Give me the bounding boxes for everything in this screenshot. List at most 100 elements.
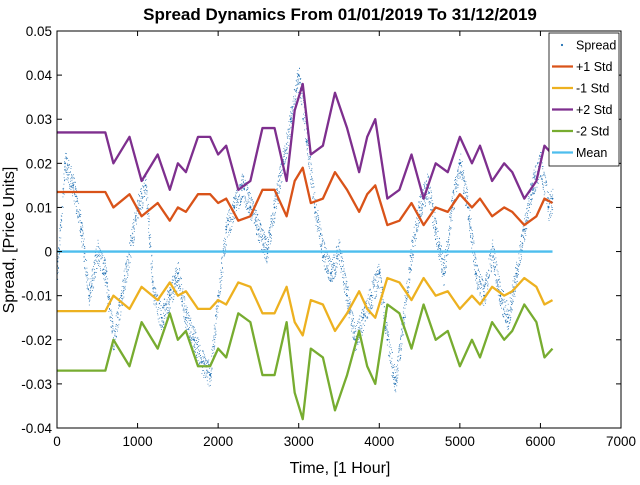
spread-dot (371, 306, 373, 308)
spread-dot (254, 209, 256, 211)
spread-dot (279, 185, 281, 187)
spread-dot (423, 184, 425, 185)
spread-dot (226, 225, 228, 227)
spread-dot (279, 186, 281, 188)
spread-dot (218, 301, 220, 303)
spread-dot (101, 269, 103, 271)
spread-dot (422, 189, 424, 191)
spread-dot (390, 362, 392, 364)
spread-dot (185, 309, 187, 311)
spread-dot (190, 340, 192, 342)
spread-dot (151, 265, 153, 267)
spread-dot (386, 330, 388, 332)
spread-dot (187, 317, 189, 319)
spread-dot (468, 216, 470, 218)
spread-dot (311, 171, 313, 173)
spread-dot (81, 241, 82, 243)
spread-dot (83, 261, 85, 262)
y-tick-label: -0.04 (21, 421, 52, 436)
spread-dot (233, 197, 235, 198)
spread-dot (269, 227, 271, 229)
spread-dot (449, 232, 450, 234)
spread-dot (281, 170, 283, 172)
spread-dot (257, 224, 258, 226)
spread-dot (496, 264, 497, 266)
spread-dot (194, 347, 196, 349)
spread-dot (258, 233, 260, 235)
spread-dot (228, 234, 230, 236)
spread-point (362, 316, 365, 319)
spread-dot (215, 308, 217, 310)
spread-dot (422, 203, 424, 205)
spread-dot (532, 192, 534, 194)
spread-dot (226, 217, 228, 219)
spread-dot (180, 278, 182, 279)
spread-dot (354, 337, 356, 339)
spread-dot (313, 193, 315, 195)
spread-dot (501, 297, 503, 299)
spread-dot (87, 288, 89, 289)
spread-dot (343, 277, 345, 279)
spread-dot (399, 347, 401, 349)
spread-dot (128, 262, 130, 264)
spread-dot (320, 233, 322, 234)
spread-dot (80, 232, 82, 234)
spread-dot (428, 176, 430, 178)
spread-dot (104, 266, 106, 268)
spread-dot (268, 230, 270, 232)
spread-dot (512, 302, 513, 304)
spread-dot (314, 202, 315, 204)
spread-dot (506, 308, 508, 310)
spread-dot (295, 80, 297, 81)
spread-dot (221, 280, 223, 281)
spread-dot (260, 233, 262, 235)
spread-dot (527, 219, 529, 221)
spread-dot (509, 322, 511, 323)
spread-dot (472, 261, 474, 263)
spread-dot (518, 263, 520, 265)
spread-dot (369, 299, 371, 300)
spread-dot (413, 226, 415, 228)
spread-dot (402, 311, 404, 313)
spread-dot (531, 189, 533, 191)
spread-dot (270, 236, 271, 238)
spread-dot (240, 197, 242, 199)
spread-dot (451, 196, 453, 198)
spread-dot (548, 203, 550, 205)
spread-dot (261, 239, 263, 240)
y-tick-label: 0.02 (26, 156, 52, 171)
spread-dot (511, 294, 513, 296)
spread-dot (474, 265, 476, 267)
spread-dot (531, 198, 533, 200)
spread-dot (391, 367, 393, 369)
spread-dot (70, 168, 72, 169)
spread-dot (460, 163, 461, 164)
spread-dot (485, 302, 486, 304)
spread-dot (546, 203, 548, 205)
spread-dot (429, 198, 431, 199)
spread-dot (404, 314, 406, 316)
spread-dot (332, 259, 333, 260)
spread-dot (76, 210, 78, 212)
spread-dot (323, 256, 324, 258)
spread-dot (244, 187, 245, 189)
spread-dot (451, 200, 453, 202)
spread-dot (132, 241, 133, 243)
spread-dot (109, 310, 111, 312)
spread-dot (358, 342, 360, 343)
spread-dot (133, 228, 135, 229)
spread-dot (435, 233, 437, 235)
spread-dot (98, 252, 100, 254)
spread-dot (154, 294, 156, 296)
spread-dot (183, 311, 185, 313)
spread-dot (264, 249, 266, 250)
spread-dot (507, 321, 508, 323)
spread-dot (294, 103, 296, 105)
spread-dot (299, 75, 300, 77)
spread-dot (65, 172, 67, 173)
spread-dot (330, 277, 332, 279)
spread-dot (197, 337, 199, 339)
spread-dot (148, 215, 150, 217)
spread-dot (494, 249, 495, 250)
spread-dot (400, 339, 402, 340)
